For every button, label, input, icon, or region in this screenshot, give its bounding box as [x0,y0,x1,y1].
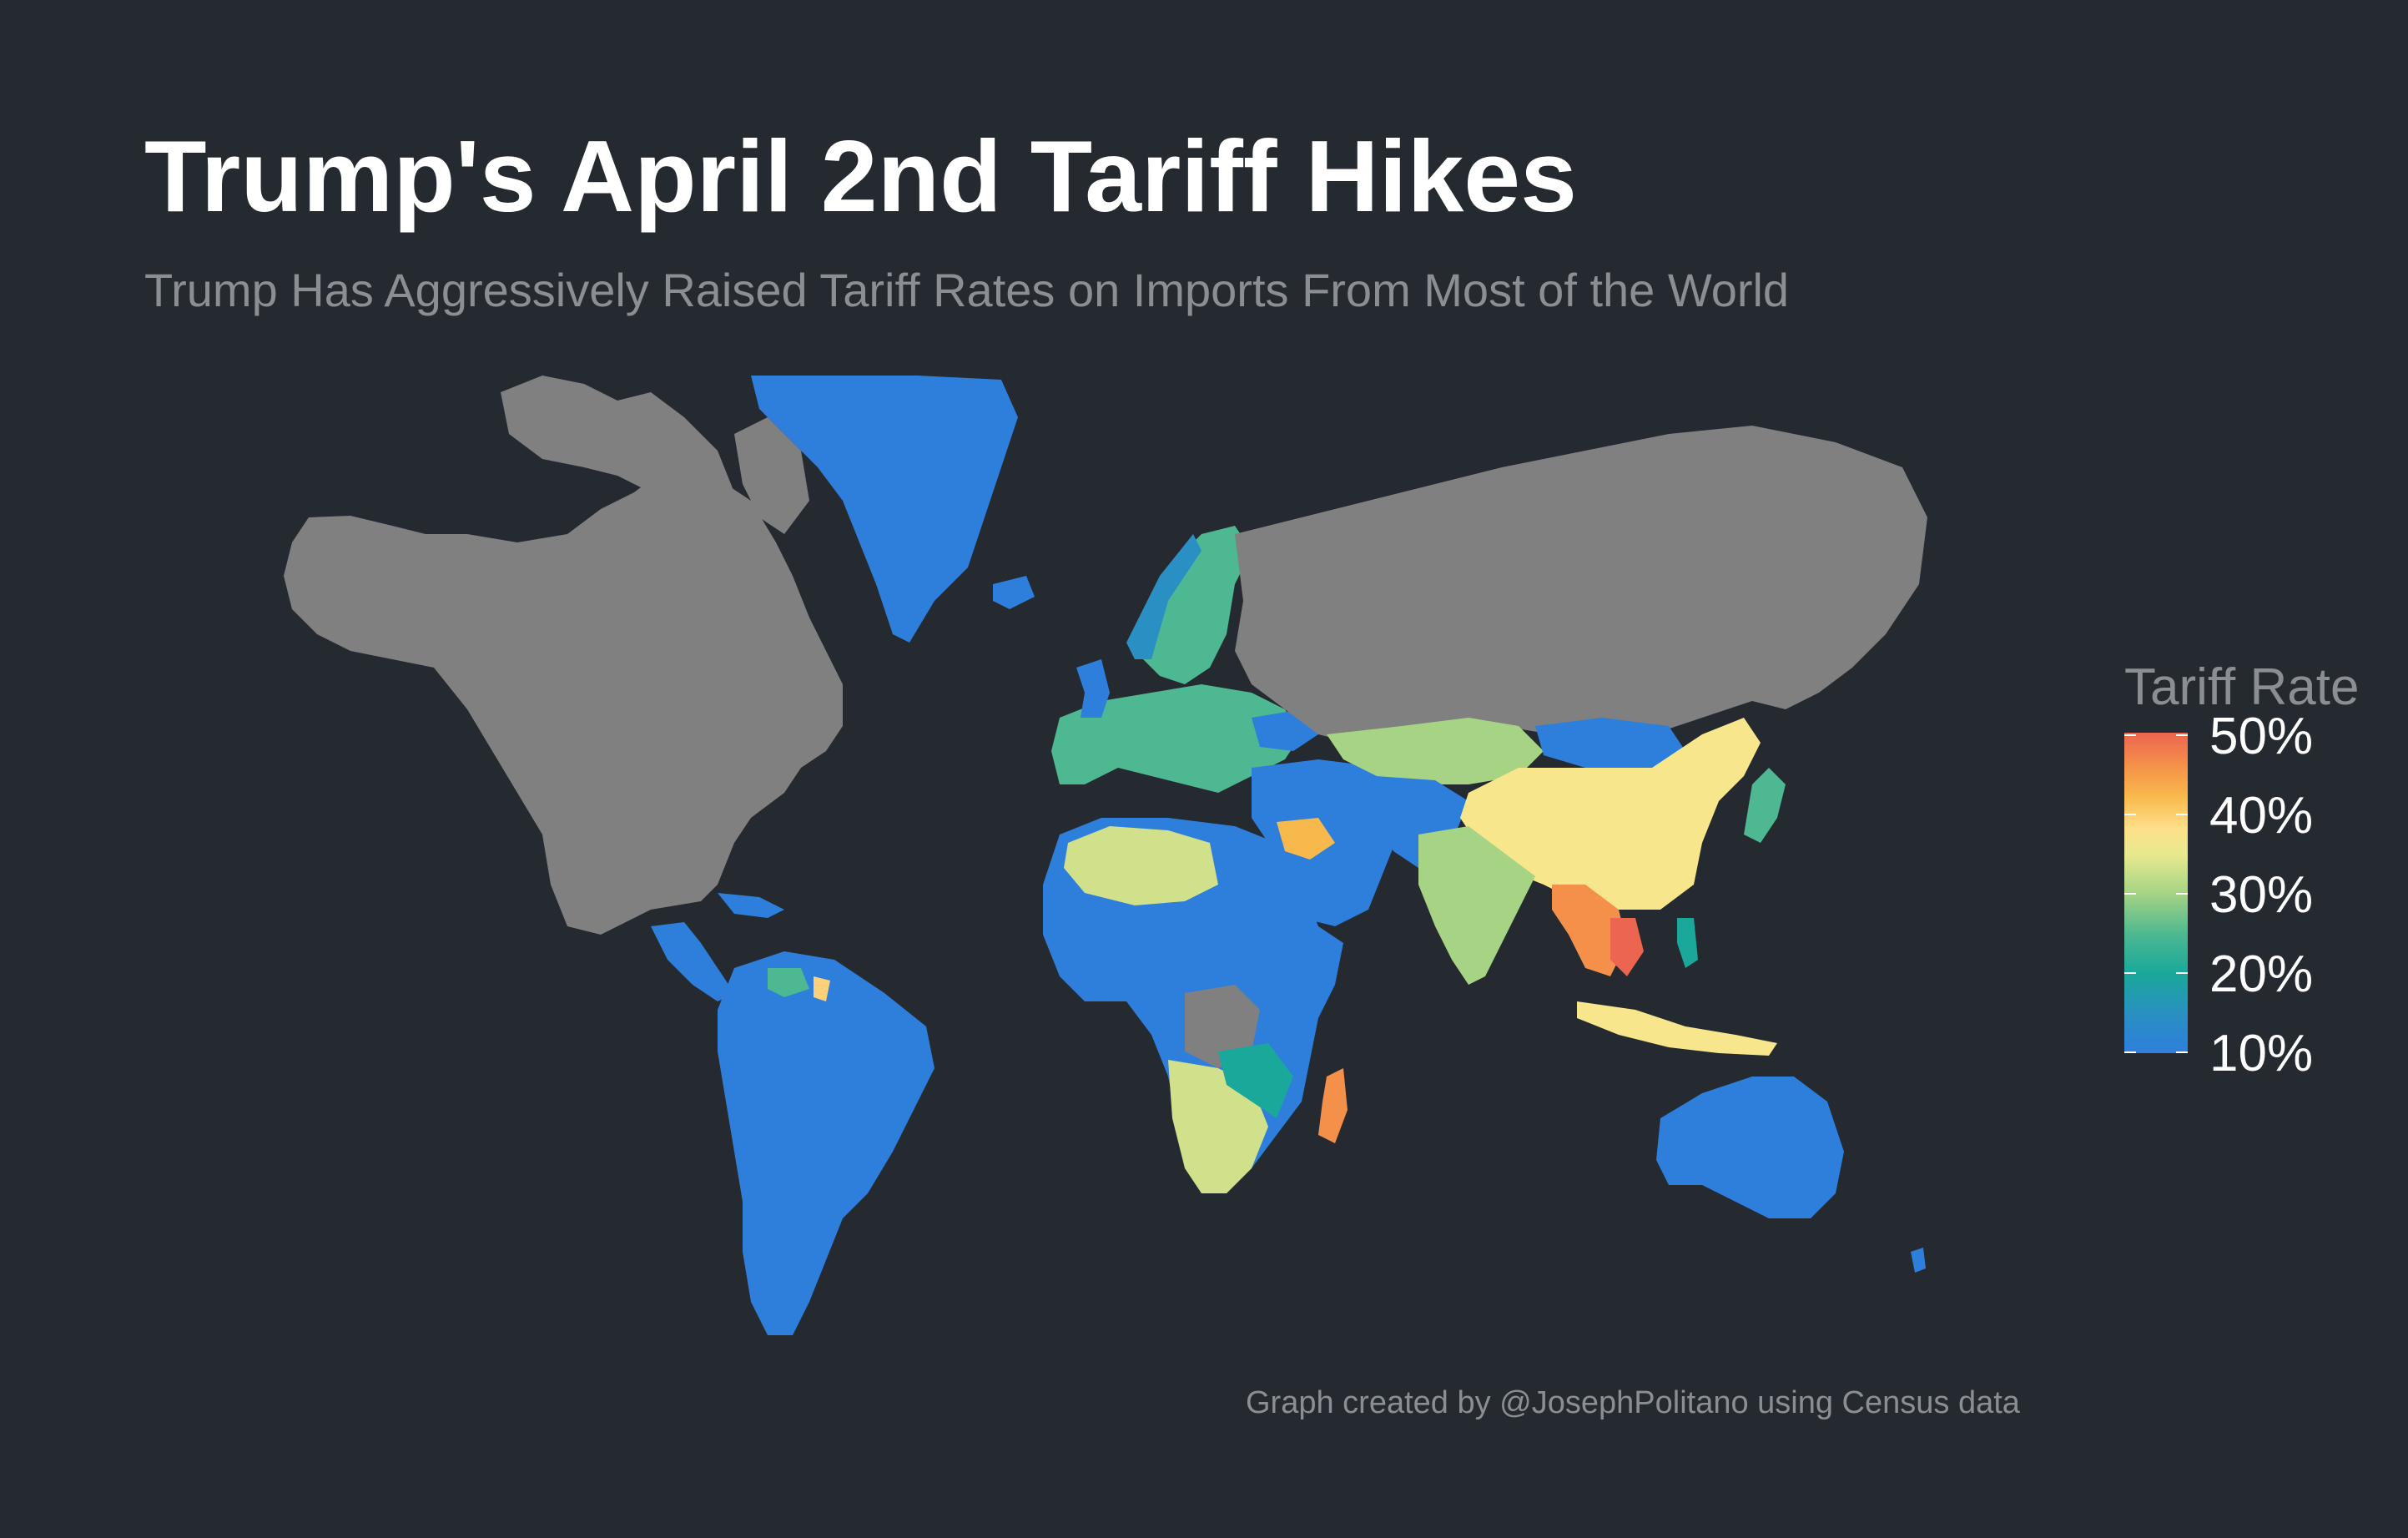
legend-label: 50% [2209,708,2314,765]
legend-tick [2124,972,2136,974]
legend-label: 40% [2209,787,2314,845]
page-title: Trump's April 2nd Tariff Hikes [144,119,1577,233]
legend-title: Tariff Rate [2124,658,2360,716]
venezuela-region [768,968,809,997]
japan-region [1744,768,1786,843]
vietnam-region [1610,918,1644,976]
south-america-region [718,951,934,1335]
central-america-region [651,922,734,1001]
new-zealand-region [1911,1248,1926,1273]
madagascar-region [1318,1068,1348,1143]
legend-tick [2176,893,2188,895]
china-region [1460,718,1761,910]
legend-tick [2176,1051,2188,1053]
legend-tick [2176,734,2188,736]
legend-label: 10% [2209,1025,2314,1082]
legend-tick [2124,734,2136,736]
syria-iraq-region [1277,818,1335,860]
legend-tick [2124,1051,2136,1053]
norway-region [1126,534,1201,659]
australia-region [1656,1077,1844,1218]
north-america-region [284,467,843,935]
uk-region [1076,659,1110,718]
india-region [1418,826,1535,985]
drc-region [1185,985,1260,1068]
legend-tick [2176,972,2188,974]
kazakhstan-region [1327,718,1544,784]
guyana-region [814,976,830,1001]
legend-label: 30% [2209,866,2314,924]
russia-region [1235,426,1927,743]
scandinavia-region [1135,526,1252,684]
southeast-asia-region [1552,885,1627,976]
north-africa-region [1064,826,1218,905]
source-credit: Graph created by @JosephPolitano using C… [1246,1385,2020,1420]
caribbean-region [718,893,784,918]
europe-region [1051,684,1302,793]
greenland-region [751,376,1018,643]
legend-label: 20% [2209,945,2314,1003]
mongolia-region [1535,718,1685,768]
indonesia-region [1577,1001,1777,1056]
legend-tick [2124,814,2136,815]
baffin-island-region [734,417,809,534]
iceland-region [993,576,1035,609]
philippines-region [1677,918,1698,968]
legend-tick [2176,814,2188,815]
east-africa-region [1218,1043,1293,1118]
page-subtitle: Trump Has Aggressively Raised Tariff Rat… [144,264,1790,316]
legend-tick [2124,893,2136,895]
arctic-islands-region [501,376,734,517]
